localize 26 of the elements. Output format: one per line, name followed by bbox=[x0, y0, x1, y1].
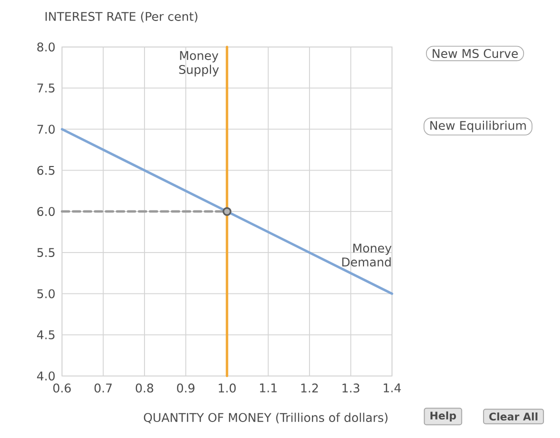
x-tick-label: 1.1 bbox=[260, 384, 277, 392]
text: Clear All bbox=[489, 412, 538, 421]
text: Help bbox=[430, 411, 456, 422]
y-tick-label: 6.0 bbox=[37, 206, 55, 216]
y-tick-label: 5.5 bbox=[37, 248, 54, 258]
y-axis-title: INTEREST RATE (Per cent) bbox=[46, 12, 198, 22]
x-tick-label: 0.8 bbox=[136, 384, 154, 393]
text: New Equilibrium bbox=[430, 120, 526, 132]
y-tick-label: 5.0 bbox=[37, 289, 55, 298]
x-tick-label: 0.6 bbox=[53, 384, 71, 393]
series-label: Money Demand bbox=[342, 244, 392, 267]
x-tick-label: 1.4 bbox=[384, 384, 401, 392]
text: New MS Curve bbox=[432, 48, 518, 58]
x-tick-label: 1.0 bbox=[218, 384, 236, 393]
y-tick-label: 7.0 bbox=[37, 124, 55, 134]
x-axis-title: QUANTITY OF MONEY (Trillions of dollars) bbox=[144, 412, 388, 424]
y-tick-label: 6.5 bbox=[37, 166, 54, 175]
y-tick-label: 7.5 bbox=[37, 84, 54, 93]
x-tick-label: 1.3 bbox=[342, 384, 360, 393]
x-tick-label: 1.2 bbox=[301, 384, 318, 392]
y-tick-label: 4.5 bbox=[37, 330, 54, 340]
x-tick-label: 0.7 bbox=[94, 384, 112, 393]
series-label: Money Supply bbox=[179, 51, 219, 76]
x-tick-label: 0.9 bbox=[177, 384, 194, 393]
y-tick-label: 8.0 bbox=[37, 42, 55, 52]
y-tick-label: 4.0 bbox=[37, 371, 55, 381]
